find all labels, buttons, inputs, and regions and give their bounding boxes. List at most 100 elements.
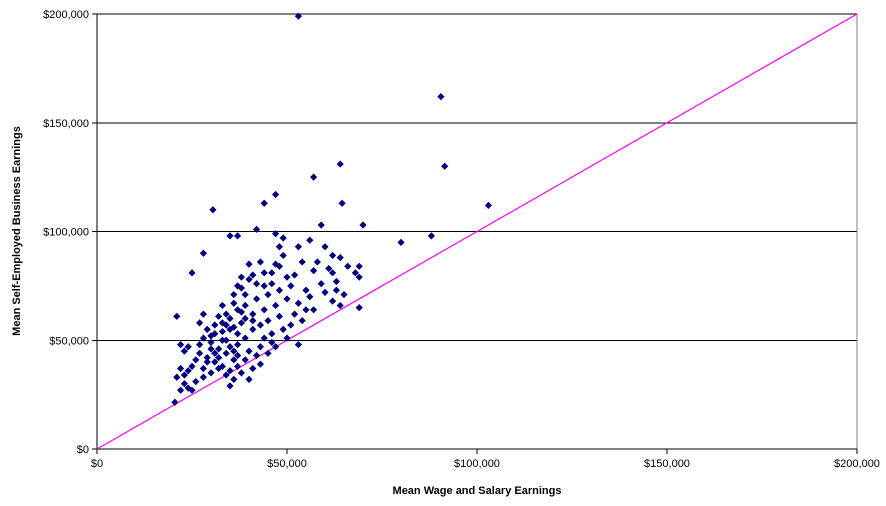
data-point [256,360,264,368]
data-point [272,190,280,199]
data-point [279,325,287,333]
data-point [234,306,242,314]
data-point [230,323,238,331]
data-point [321,288,329,296]
data-point [211,358,219,366]
data-point [336,301,344,310]
data-point [237,319,245,327]
data-point [241,334,249,342]
data-point [230,299,238,307]
data-point [177,364,185,373]
data-point [215,364,223,373]
data-point [249,317,257,325]
data-point [237,284,245,292]
data-point [351,269,359,277]
data-point [199,310,207,318]
data-point [249,325,257,333]
data-point [283,334,291,342]
data-point [199,364,207,373]
data-point [241,356,249,364]
data-point [287,282,295,290]
data-point [355,262,363,270]
data-point [332,286,340,294]
data-point [355,304,363,312]
data-point [249,310,257,318]
data-point [234,341,242,349]
data-point [218,336,226,344]
data-point [188,362,196,370]
x-axis-title: Mean Wage and Salary Earnings [393,485,562,497]
data-point [226,232,234,240]
data-point [203,358,211,366]
data-point [245,260,253,268]
data-point [310,267,318,275]
data-point [226,314,234,323]
data-point [260,282,268,290]
data-point [260,199,268,207]
data-point [275,286,283,294]
data-point [222,321,230,329]
data-points [171,12,492,406]
data-point [253,225,261,233]
data-point [329,297,337,305]
data-point [234,362,242,370]
data-point [321,243,329,251]
y-tick-label: $150,000 [43,118,89,130]
data-point [287,321,295,329]
data-point [325,264,333,273]
data-point [230,356,238,364]
y-tick-label: $100,000 [43,227,89,239]
data-point [173,312,181,320]
data-point [234,330,242,338]
data-point [294,12,302,20]
data-point [234,232,242,240]
data-point [245,275,253,283]
data-point [359,221,367,229]
data-point [437,93,445,101]
x-tick-label: $100,000 [454,458,500,470]
data-point [180,347,188,355]
data-point [264,349,272,357]
data-point [207,338,215,347]
data-point [310,306,318,314]
data-point [298,317,306,325]
data-point [264,290,272,299]
data-point [260,269,268,277]
data-point [298,258,306,266]
data-point [336,254,344,262]
data-point [180,380,188,388]
data-point [184,343,192,351]
data-point [306,293,314,301]
data-point [234,351,242,360]
data-point [484,201,492,209]
data-point [329,269,337,277]
y-tick-label: $0 [77,444,89,456]
data-point [192,377,200,386]
data-point [317,221,325,229]
data-point [397,238,405,246]
data-point [173,373,181,381]
x-tick-label: $0 [91,458,103,470]
data-point [355,273,363,281]
data-point [340,290,348,299]
data-point [180,371,188,379]
data-point [306,236,314,244]
data-point [268,330,276,338]
data-point [209,206,217,214]
data-point [226,343,234,351]
data-point [207,345,215,353]
data-point [171,398,179,406]
data-point [237,369,245,377]
data-point [222,371,230,379]
x-tick-label: $150,000 [644,458,690,470]
data-point [241,314,249,323]
data-point [291,271,299,279]
data-point [302,286,310,294]
data-point [226,367,234,375]
data-point [283,295,291,303]
data-point [218,362,226,370]
data-point [256,321,264,329]
data-point [294,243,302,251]
